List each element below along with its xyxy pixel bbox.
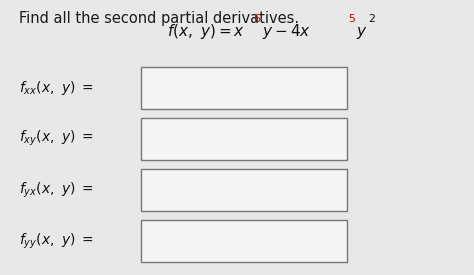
Text: $f_{yy}(x,\ y)\ =$: $f_{yy}(x,\ y)\ =$ bbox=[19, 232, 94, 251]
Text: $f(x,\ y)=x$: $f(x,\ y)=x$ bbox=[167, 23, 245, 42]
Text: $6$: $6$ bbox=[254, 12, 262, 24]
Text: $y$: $y$ bbox=[356, 26, 368, 42]
Text: $f_{yx}(x,\ y)\ =$: $f_{yx}(x,\ y)\ =$ bbox=[19, 180, 94, 200]
Text: $f_{xx}(x,\ y)\ =$: $f_{xx}(x,\ y)\ =$ bbox=[19, 79, 94, 97]
Text: Find all the second partial derivatives.: Find all the second partial derivatives. bbox=[19, 11, 299, 26]
Text: $2$: $2$ bbox=[368, 12, 376, 24]
FancyBboxPatch shape bbox=[141, 169, 347, 211]
Text: $5$: $5$ bbox=[348, 12, 356, 24]
FancyBboxPatch shape bbox=[141, 67, 347, 109]
FancyBboxPatch shape bbox=[141, 118, 347, 160]
Text: $f_{xy}(x,\ y)\ =$: $f_{xy}(x,\ y)\ =$ bbox=[19, 129, 94, 149]
FancyBboxPatch shape bbox=[141, 220, 347, 262]
Text: $y-4x$: $y-4x$ bbox=[262, 23, 311, 42]
